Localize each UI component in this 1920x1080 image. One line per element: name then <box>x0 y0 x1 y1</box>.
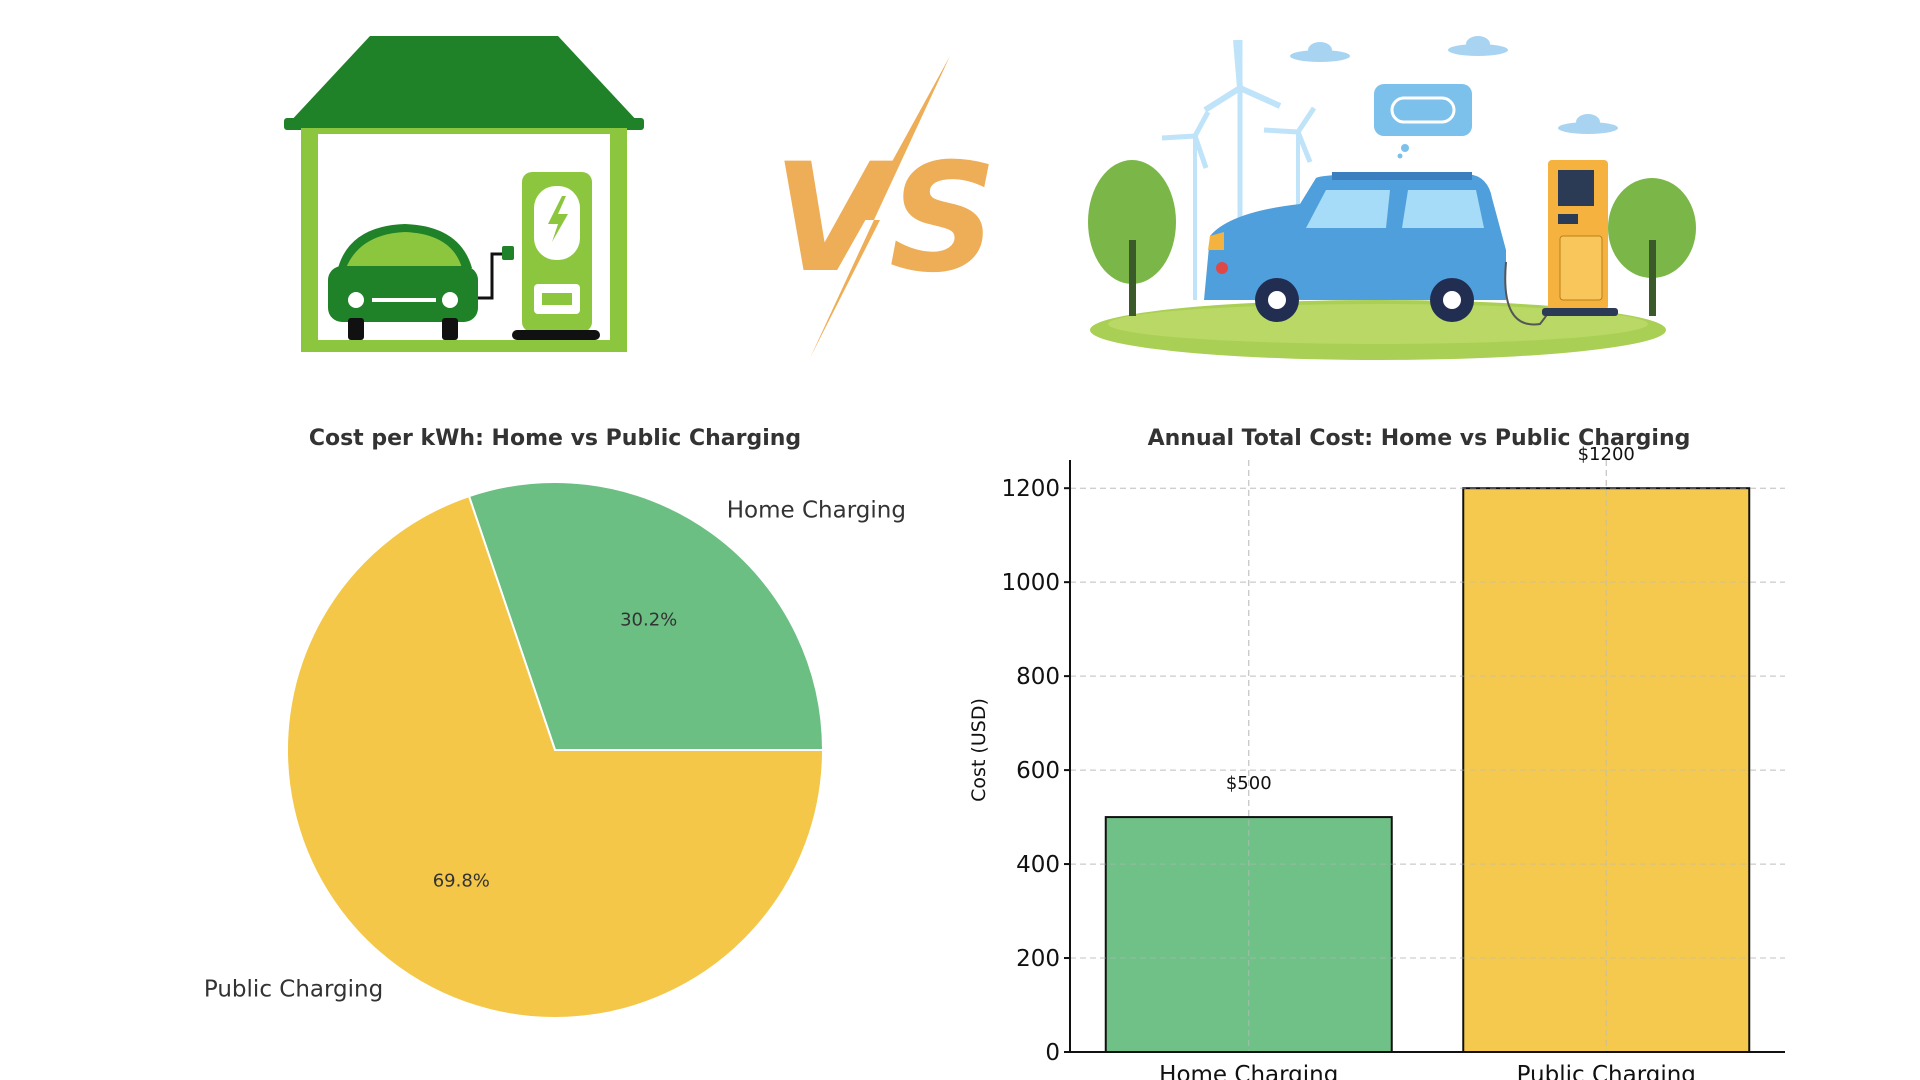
illustration-banner: VS <box>284 36 1696 360</box>
x-tick-label: Public Charging <box>1517 1062 1696 1080</box>
pie-chart: Cost per kWh: Home vs Public Charging 30… <box>204 426 906 1019</box>
home-car-icon <box>328 224 514 340</box>
pie-slice-home <box>467 481 825 751</box>
vs-text: VS <box>773 132 997 306</box>
tree-icon <box>1088 160 1696 316</box>
y-tick-label: 200 <box>1016 946 1060 972</box>
pie-slice-label: Public Charging <box>204 977 383 1003</box>
x-tick-label: Home Charging <box>1159 1062 1338 1080</box>
pie-pct-label: 30.2% <box>620 609 677 630</box>
y-tick-label: 600 <box>1016 758 1060 784</box>
home-charger-icon <box>512 172 600 340</box>
bar-chart-title: Annual Total Cost: Home vs Public Chargi… <box>1148 426 1691 451</box>
pie-chart-title: Cost per kWh: Home vs Public Charging <box>309 426 801 451</box>
y-tick-label: 400 <box>1016 852 1060 878</box>
public-charging-illustration <box>1088 36 1696 360</box>
pie-pct-label: 69.8% <box>433 871 490 892</box>
charts-area: Cost per kWh: Home vs Public Charging 30… <box>204 426 1785 1080</box>
public-car-icon <box>1204 172 1506 322</box>
y-tick-label: 1200 <box>1001 476 1060 502</box>
y-tick-label: 800 <box>1016 664 1060 690</box>
home-garage-illustration <box>284 36 644 352</box>
vs-icon: VS <box>773 56 997 358</box>
bar-chart: Annual Total Cost: Home vs Public Chargi… <box>968 426 1785 1080</box>
pie-slice-label: Home Charging <box>727 497 906 523</box>
public-charger-icon <box>1504 160 1618 326</box>
y-tick-label: 0 <box>1045 1040 1060 1066</box>
y-tick-label: 1000 <box>1001 570 1060 596</box>
bar-value-label: $500 <box>1226 773 1272 794</box>
bar-value-label: $1200 <box>1578 444 1635 465</box>
cloud-icon <box>1290 36 1618 134</box>
y-axis-label: Cost (USD) <box>968 698 990 802</box>
pie-slice-public <box>286 494 825 1019</box>
battery-bubble-icon <box>1374 84 1472 159</box>
